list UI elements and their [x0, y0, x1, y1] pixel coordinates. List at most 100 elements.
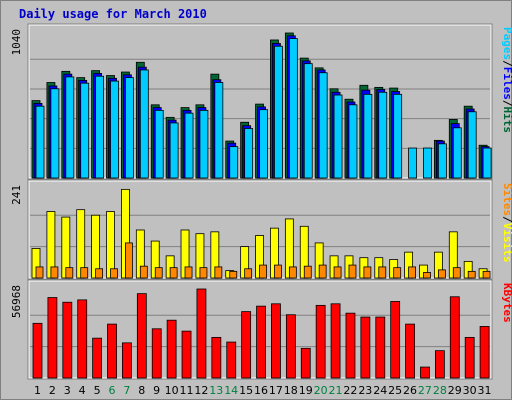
- pages-bar: [274, 45, 283, 179]
- panel-1-legend: Pages/Files/Hits: [501, 27, 512, 133]
- kbytes-bar: [285, 314, 296, 379]
- kbytes-bar: [241, 311, 252, 379]
- kbytes-bar: [92, 337, 103, 379]
- pages-bar: [184, 112, 194, 179]
- sites-bar: [318, 264, 327, 279]
- legend-entry: Files: [501, 67, 512, 100]
- kbytes-bar: [479, 326, 490, 379]
- chart-title: Daily usage for March 2010: [19, 7, 207, 21]
- x-tick-label: 25: [388, 384, 402, 397]
- x-tick-label: 22: [343, 384, 357, 397]
- kbytes-bar: [375, 316, 386, 379]
- legend-entry: KBytes: [501, 283, 512, 323]
- sites-bar: [333, 266, 342, 279]
- sites-bar: [244, 268, 253, 279]
- sites-bar: [348, 264, 357, 279]
- pages-bar: [467, 111, 477, 179]
- x-tick-label: 13: [209, 384, 223, 397]
- kbytes-bar: [196, 288, 207, 379]
- legend-entry: /: [501, 216, 512, 223]
- sites-bar: [452, 267, 461, 279]
- x-tick-label: 5: [94, 384, 101, 397]
- x-tick-label: 24: [373, 384, 387, 397]
- kbytes-bar: [62, 301, 73, 379]
- x-tick-label: 7: [123, 384, 130, 397]
- x-tick-label: 27: [418, 384, 432, 397]
- panel-2-ymax-label: 241: [10, 185, 23, 205]
- pages-bar: [333, 94, 343, 179]
- legend-entry: Sites: [501, 183, 512, 216]
- sites-bar: [214, 266, 223, 279]
- sites-bar: [423, 272, 431, 279]
- kbytes-bar: [420, 366, 430, 379]
- kbytes-bar: [330, 303, 341, 379]
- visits-bar: [106, 211, 115, 279]
- sites-bar: [437, 269, 446, 279]
- pages-bar: [437, 143, 447, 179]
- x-tick-label: 11: [179, 384, 193, 397]
- x-tick-label: 3: [64, 384, 71, 397]
- panel-3-ymax-label: 56968: [10, 285, 23, 318]
- x-tick-label: 19: [299, 384, 313, 397]
- kbytes-bar: [122, 342, 132, 379]
- sites-bar: [378, 266, 387, 279]
- x-tick-label: 26: [403, 384, 417, 397]
- sites-bar: [184, 266, 193, 279]
- sites-bar: [95, 268, 104, 279]
- kbytes-bar: [226, 341, 237, 379]
- sites-bar: [467, 270, 476, 279]
- sites-bar: [110, 268, 118, 279]
- x-tick-label: 8: [138, 384, 145, 397]
- pages-bar: [50, 88, 60, 179]
- pages-bar: [303, 63, 313, 179]
- pages-bar: [244, 128, 254, 179]
- sites-bar: [154, 267, 163, 279]
- sites-bar: [274, 264, 282, 279]
- pages-bar: [110, 80, 119, 179]
- sites-bar: [50, 266, 59, 279]
- pages-bar: [95, 75, 105, 179]
- sites-bar: [169, 267, 178, 279]
- sites-bar: [139, 265, 148, 279]
- kbytes-bar: [390, 301, 401, 379]
- x-tick-label: 23: [358, 384, 372, 397]
- pages-bar: [348, 104, 358, 179]
- x-tick-label: 31: [478, 384, 492, 397]
- kbytes-bar: [211, 336, 222, 379]
- kbytes-bar: [151, 328, 162, 379]
- pages-bar: [259, 109, 268, 179]
- kbytes-bar: [77, 299, 88, 379]
- panel-3-legend: KBytes: [501, 283, 512, 323]
- sites-bar: [65, 267, 74, 279]
- x-tick-label: 28: [433, 384, 447, 397]
- pages-bar: [35, 105, 45, 179]
- pages-bar: [65, 76, 75, 179]
- kbytes-bar: [271, 303, 281, 379]
- pages-bar: [229, 146, 239, 179]
- kbytes-bar: [405, 323, 415, 379]
- sites-bar: [199, 267, 208, 279]
- legend-entry: Hits: [501, 107, 512, 134]
- x-tick-label: 10: [165, 384, 179, 397]
- sites-bar: [259, 264, 267, 279]
- x-tick-label: 1: [34, 384, 41, 397]
- pages-bar: [363, 93, 373, 179]
- legend-entry: Pages: [501, 27, 512, 60]
- kbytes-bar: [136, 293, 147, 379]
- pages-bar: [169, 122, 179, 179]
- pages-bar: [423, 147, 432, 179]
- pages-bar: [482, 147, 492, 179]
- kbytes-bar: [300, 347, 311, 379]
- pages-bar: [288, 38, 298, 179]
- x-tick-label: 9: [153, 384, 160, 397]
- pages-bar: [80, 82, 90, 179]
- kbytes-bar: [256, 305, 266, 379]
- sites-bar: [303, 265, 312, 279]
- sites-bar: [229, 270, 238, 279]
- x-tick-label: 14: [224, 384, 238, 397]
- x-tick-label: 2: [49, 384, 56, 397]
- x-tick-label: 30: [463, 384, 477, 397]
- kbytes-bar: [315, 304, 326, 379]
